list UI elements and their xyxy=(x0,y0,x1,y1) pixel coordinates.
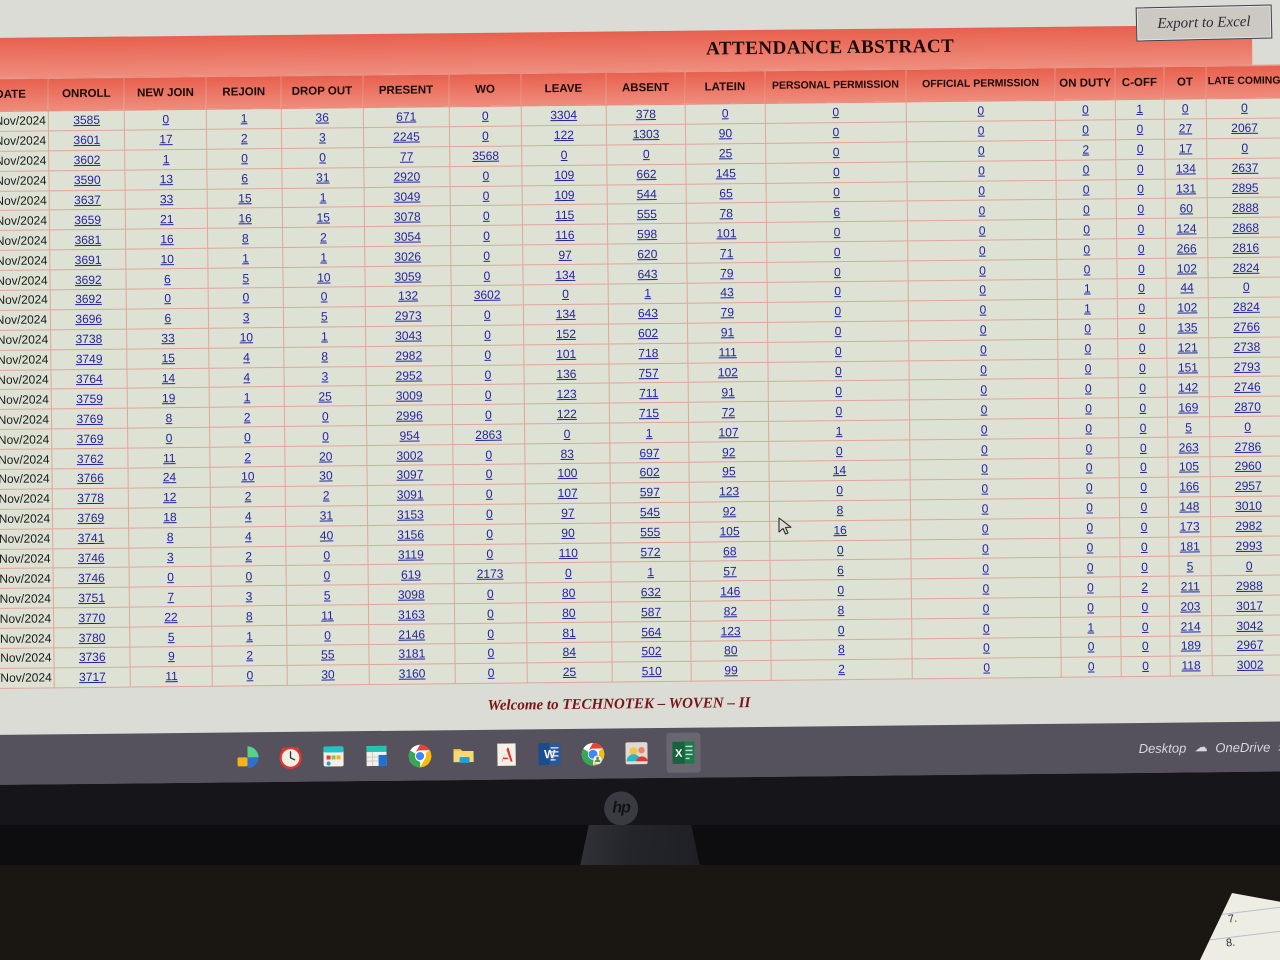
svg-text:X: X xyxy=(675,748,683,760)
svg-text:W: W xyxy=(544,747,556,761)
